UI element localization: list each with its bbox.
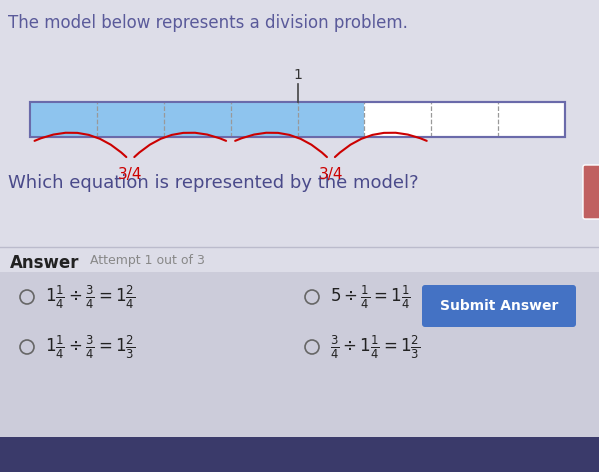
Text: Attempt 1 out of 3: Attempt 1 out of 3 (90, 254, 205, 267)
FancyBboxPatch shape (583, 165, 599, 219)
Text: Which equation is represented by the model?: Which equation is represented by the mod… (8, 174, 419, 192)
Text: $\frac{3}{4} \div 1\frac{1}{4} = 1\frac{2}{3}$: $\frac{3}{4} \div 1\frac{1}{4} = 1\frac{… (330, 333, 420, 361)
Text: $1\frac{1}{4} \div \frac{3}{4} = 1\frac{2}{3}$: $1\frac{1}{4} \div \frac{3}{4} = 1\frac{… (45, 333, 135, 361)
Text: 3/4: 3/4 (118, 167, 143, 182)
Bar (0, 437, 599, 472)
Bar (30, 102, 364, 137)
Text: 3/4: 3/4 (319, 167, 343, 182)
Text: Submit Answer: Submit Answer (440, 299, 558, 313)
Text: Answer: Answer (10, 254, 80, 272)
Bar (0, 272, 599, 472)
Bar (30, 102, 565, 137)
Text: 1: 1 (293, 68, 302, 82)
Text: $5 \div \frac{1}{4} = 1\frac{1}{4}$: $5 \div \frac{1}{4} = 1\frac{1}{4}$ (330, 283, 411, 311)
Bar (30, 102, 565, 137)
FancyBboxPatch shape (422, 285, 576, 327)
Polygon shape (585, 172, 595, 212)
Text: $1\frac{1}{4} \div \frac{3}{4} = 1\frac{2}{4}$: $1\frac{1}{4} \div \frac{3}{4} = 1\frac{… (45, 283, 135, 311)
Text: The model below represents a division problem.: The model below represents a division pr… (8, 14, 408, 32)
